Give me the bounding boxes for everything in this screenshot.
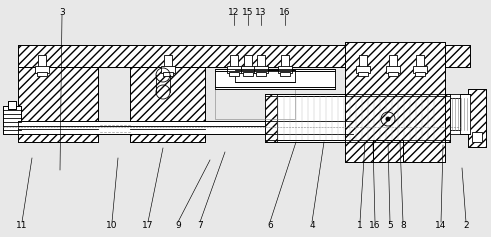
- Circle shape: [386, 117, 390, 121]
- Bar: [18, 122, 98, 134]
- Bar: [241, 66, 255, 73]
- Bar: [345, 42, 445, 162]
- Text: 12: 12: [228, 8, 240, 17]
- Bar: [256, 72, 266, 76]
- Bar: [3, 106, 21, 134]
- Bar: [163, 72, 173, 76]
- Bar: [278, 66, 292, 73]
- Bar: [18, 126, 353, 134]
- Bar: [389, 55, 397, 67]
- Bar: [358, 72, 368, 76]
- Bar: [281, 55, 289, 67]
- Bar: [472, 132, 482, 142]
- Text: 15: 15: [242, 8, 254, 17]
- Bar: [130, 67, 205, 142]
- Bar: [416, 55, 424, 67]
- Text: 14: 14: [436, 220, 447, 229]
- Text: 11: 11: [16, 220, 28, 229]
- Text: 5: 5: [387, 220, 393, 229]
- Bar: [18, 121, 353, 126]
- Bar: [373, 140, 403, 162]
- Text: 1: 1: [357, 220, 363, 229]
- Bar: [18, 67, 98, 142]
- Bar: [359, 55, 367, 67]
- Bar: [265, 96, 450, 140]
- Bar: [229, 72, 239, 76]
- Bar: [3, 106, 21, 134]
- Bar: [35, 66, 49, 73]
- Bar: [37, 72, 47, 76]
- Bar: [450, 94, 468, 134]
- Bar: [280, 72, 290, 76]
- Bar: [373, 140, 403, 162]
- Bar: [373, 140, 403, 162]
- Bar: [235, 70, 295, 82]
- Bar: [460, 94, 470, 134]
- Bar: [386, 66, 400, 73]
- Bar: [8, 101, 16, 109]
- Bar: [8, 101, 16, 109]
- Text: 6: 6: [267, 220, 273, 229]
- Bar: [265, 94, 450, 142]
- Bar: [468, 89, 486, 147]
- Bar: [215, 89, 295, 119]
- Bar: [244, 55, 252, 67]
- Bar: [345, 42, 445, 162]
- Text: 16: 16: [279, 8, 291, 17]
- Text: 4: 4: [309, 220, 315, 229]
- Text: 7: 7: [197, 220, 203, 229]
- Bar: [468, 89, 486, 147]
- Bar: [130, 67, 205, 142]
- Bar: [265, 94, 277, 142]
- Bar: [413, 66, 427, 73]
- Text: 10: 10: [106, 220, 118, 229]
- Bar: [450, 98, 468, 130]
- Text: 16: 16: [369, 220, 381, 229]
- Bar: [38, 55, 46, 67]
- Bar: [18, 67, 98, 142]
- Bar: [415, 72, 425, 76]
- Bar: [164, 55, 172, 67]
- Bar: [227, 66, 241, 73]
- Text: 17: 17: [142, 220, 154, 229]
- Bar: [230, 55, 238, 67]
- Bar: [356, 66, 370, 73]
- Bar: [257, 55, 265, 67]
- Text: 13: 13: [255, 8, 267, 17]
- Bar: [254, 66, 268, 73]
- Bar: [215, 69, 335, 89]
- Bar: [440, 94, 450, 142]
- Bar: [18, 45, 470, 67]
- Bar: [18, 45, 470, 67]
- Text: 2: 2: [463, 220, 469, 229]
- Bar: [161, 66, 175, 73]
- Bar: [388, 72, 398, 76]
- Text: 8: 8: [400, 220, 406, 229]
- Bar: [243, 72, 253, 76]
- Text: 9: 9: [175, 220, 181, 229]
- Bar: [130, 122, 205, 134]
- Bar: [215, 71, 335, 87]
- Text: 3: 3: [59, 8, 65, 17]
